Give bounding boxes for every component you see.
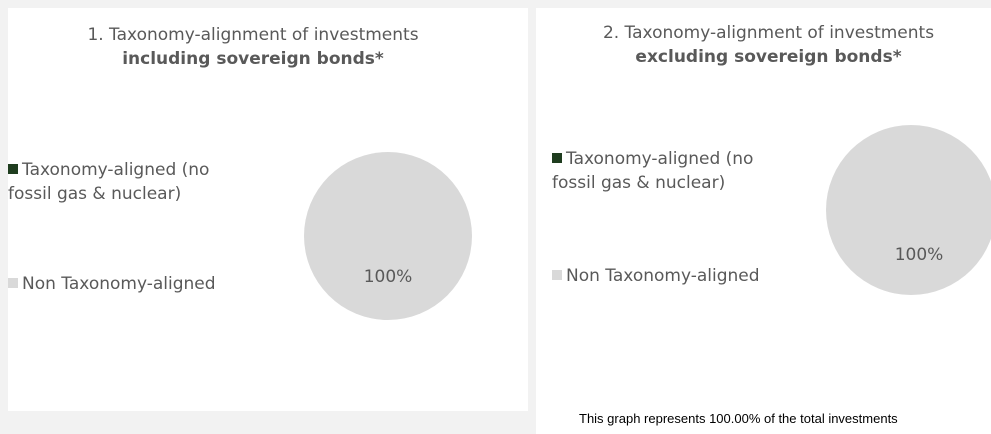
pie-chart: 100% [826,125,991,295]
chart-title-line: 2. Taxonomy-alignment of investments [602,23,935,43]
legend-label: Non Taxonomy-aligned [22,274,216,294]
legend-label-line: Taxonomy-aligned (no [22,160,210,180]
legend-label: Non Taxonomy-aligned [566,266,760,286]
legend-item-non-taxonomy-aligned: Non Taxonomy-aligned [552,264,760,288]
pie-slice-non-taxonomy-aligned [826,125,991,295]
pie-data-label: 100% [895,245,944,265]
legend-label-line: fossil gas & nuclear) [8,184,182,204]
chart-panel-including-sovereign-bonds: 1. Taxonomy-alignment of investments inc… [8,8,528,411]
footnote: This graph represents 100.00% of the tot… [579,411,898,426]
legend-label-line: fossil gas & nuclear) [552,173,726,193]
legend-item-taxonomy-aligned: Taxonomy-aligned (no fossil gas & nuclea… [552,147,753,195]
legend-swatch-taxonomy-aligned [8,164,18,174]
pie-slice-non-taxonomy-aligned [304,152,472,320]
chart-subtitle: including sovereign bonds* [122,49,384,69]
pie-data-label: 100% [364,267,413,287]
chart-title-line: 1. Taxonomy-alignment of investments [87,25,419,45]
chart-subtitle: excluding sovereign bonds* [635,47,902,67]
legend-item-non-taxonomy-aligned: Non Taxonomy-aligned [8,272,216,296]
legend-swatch-taxonomy-aligned [552,153,562,163]
chart-title: 1. Taxonomy-alignment of investments inc… [8,23,498,71]
legend-swatch-non-taxonomy-aligned [8,278,18,288]
pie-chart: 100% [304,152,472,320]
legend-swatch-non-taxonomy-aligned [552,270,562,280]
legend-label-line: Taxonomy-aligned (no [566,149,754,169]
chart-panel-excluding-sovereign-bonds: 2. Taxonomy-alignment of investments exc… [536,8,991,434]
legend-item-taxonomy-aligned: Taxonomy-aligned (no fossil gas & nuclea… [8,158,209,206]
chart-title: 2. Taxonomy-alignment of investments exc… [546,21,991,69]
